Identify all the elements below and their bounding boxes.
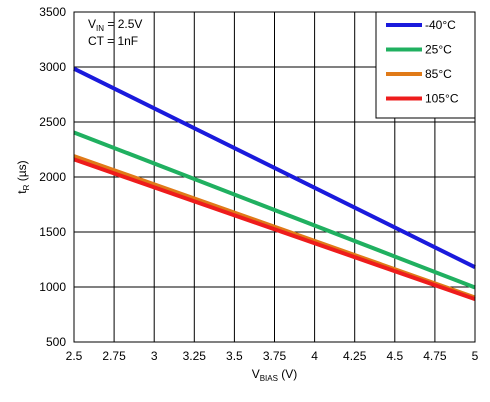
y-tick-label: 3000 xyxy=(39,60,66,74)
series-line xyxy=(73,130,476,290)
y-tick-label: 1000 xyxy=(39,280,66,294)
x-tick-label: 3.5 xyxy=(226,349,243,363)
y-tick-label: 2000 xyxy=(39,170,66,184)
annotation-ct: CT = 1nF xyxy=(88,34,138,48)
x-axis-label: VBIAS (V) xyxy=(252,367,298,383)
x-tick-label: 2.5 xyxy=(66,349,83,363)
x-tick-label: 3.25 xyxy=(183,349,207,363)
tick-labels: 2.5 2.75 3 3.25 3.5 3.75 4 4.25 4.5 4.75 5 500 1000 1… xyxy=(39,5,478,363)
legend: -40°C 25°C 85°C 105°C xyxy=(375,11,476,119)
annotation-vin: VIN = 2.5V xyxy=(88,17,142,33)
x-tick-label: 3.75 xyxy=(263,349,287,363)
y-tick-label: 3500 xyxy=(39,5,66,19)
x-tick-label: 4.25 xyxy=(343,349,367,363)
x-tick-label: 4.5 xyxy=(386,349,403,363)
y-tick-label: 1500 xyxy=(39,225,66,239)
legend-label: 25°C xyxy=(425,43,452,57)
x-tick-label: 4.75 xyxy=(423,349,447,363)
legend-label: 85°C xyxy=(425,67,452,81)
x-tick-label: 5 xyxy=(472,349,479,363)
x-tick-label: 4 xyxy=(311,349,318,363)
legend-label: 105°C xyxy=(425,92,459,106)
y-axis-label: tR (µs) xyxy=(15,160,31,193)
x-tick-label: 2.75 xyxy=(102,349,126,363)
series-lines xyxy=(73,66,476,301)
x-tick-label: 3 xyxy=(151,349,158,363)
plot-frame xyxy=(73,11,476,343)
series-line xyxy=(73,157,476,301)
y-tick-label: 500 xyxy=(46,335,66,349)
series-line xyxy=(73,66,476,269)
y-tick-label: 2500 xyxy=(39,115,66,129)
legend-label: -40°C xyxy=(425,18,456,32)
